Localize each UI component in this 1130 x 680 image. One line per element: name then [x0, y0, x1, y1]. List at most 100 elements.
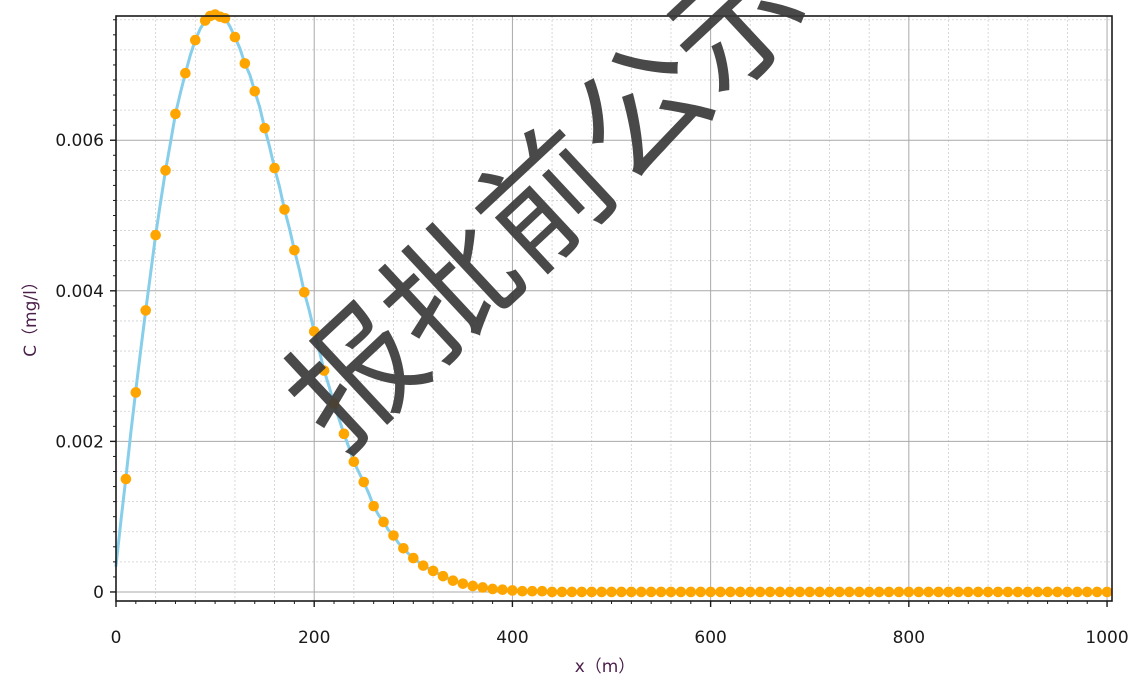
- y-tick-label: 0.004: [55, 282, 104, 302]
- data-point-850: [953, 586, 964, 598]
- data-point-60: [170, 108, 181, 120]
- data-point-210: [318, 365, 330, 376]
- data-point-260: [368, 500, 379, 512]
- x-tick-label: 800: [893, 628, 925, 648]
- data-point-360: [467, 580, 479, 592]
- data-point-310: [417, 560, 429, 571]
- data-point-970: [1072, 586, 1083, 598]
- data-point-870: [972, 586, 984, 598]
- data-point-420: [526, 585, 538, 597]
- data-point-430: [536, 585, 548, 597]
- grid-minor: [116, 16, 1112, 601]
- y-tick-label: 0.006: [55, 131, 104, 151]
- plot-frame: [115, 15, 1113, 602]
- data-point-120: [229, 31, 241, 43]
- data-point-190: [298, 287, 310, 298]
- data-point-740: [844, 586, 855, 598]
- data-point-910: [1012, 586, 1024, 598]
- data-point-20: [130, 387, 142, 398]
- data-point-200: [308, 326, 320, 337]
- data-point-680: [784, 586, 796, 598]
- data-point-230: [338, 428, 350, 440]
- data-point-140: [249, 85, 261, 97]
- data-point-650: [754, 586, 766, 598]
- data-point-820: [923, 586, 934, 598]
- data-point-130: [239, 58, 251, 69]
- data-point-700: [804, 586, 816, 598]
- data-point-500: [606, 586, 617, 598]
- data-point-960: [1062, 586, 1073, 598]
- data-point-770: [873, 586, 885, 598]
- data-point-490: [596, 586, 607, 598]
- data-point-170: [279, 204, 290, 215]
- data-point-280: [388, 530, 399, 541]
- data-point-590: [695, 586, 707, 598]
- data-point-380: [487, 583, 498, 595]
- data-point-110: [219, 12, 231, 24]
- data-point-40: [150, 229, 161, 241]
- data-point-950: [1052, 586, 1063, 598]
- data-point-290: [398, 542, 409, 554]
- data-point-750: [853, 586, 865, 598]
- data-point-220: [328, 398, 340, 410]
- data-point-350: [457, 578, 469, 589]
- data-point-580: [685, 586, 697, 598]
- data-point-920: [1022, 586, 1034, 598]
- data-point-810: [913, 586, 925, 598]
- data-point-480: [586, 586, 598, 598]
- y-tick-label: 0.002: [55, 432, 104, 452]
- data-point-790: [893, 586, 905, 598]
- data-point-10: [120, 473, 132, 485]
- data-point-400: [507, 585, 518, 596]
- data-point-640: [744, 586, 756, 598]
- data-point-440: [546, 586, 558, 598]
- data-point-390: [497, 584, 508, 596]
- data-point-710: [814, 586, 825, 598]
- data-point-730: [834, 586, 845, 598]
- data-point-80: [189, 34, 201, 46]
- data-point-330: [437, 570, 449, 582]
- data-point-800: [903, 586, 915, 598]
- data-point-470: [576, 586, 588, 598]
- data-point-980: [1081, 586, 1093, 598]
- data-point-300: [408, 552, 419, 564]
- data-point-410: [517, 585, 528, 597]
- data-point-660: [764, 586, 776, 598]
- data-point-240: [348, 456, 360, 468]
- axis-ticks: [110, 19, 1108, 607]
- data-point-340: [447, 575, 459, 586]
- x-tick-label: 600: [694, 628, 726, 648]
- data-point-450: [556, 586, 568, 598]
- y-tick-label: 0: [93, 583, 104, 603]
- data-point-70: [180, 67, 191, 79]
- data-point-880: [982, 586, 994, 598]
- data-point-670: [774, 586, 786, 598]
- data-point-540: [645, 586, 657, 598]
- data-point-890: [992, 586, 1004, 598]
- data-point-510: [616, 586, 627, 598]
- data-point-570: [675, 586, 687, 598]
- x-tick-label: 200: [298, 628, 330, 648]
- data-point-530: [635, 586, 647, 598]
- data-point-550: [655, 586, 667, 598]
- series-layer: [114, 9, 1113, 598]
- data-point-840: [943, 586, 954, 598]
- y-axis-title: C（mg/l）: [21, 273, 41, 357]
- data-point-1000: [1101, 586, 1113, 598]
- data-point-940: [1042, 586, 1053, 598]
- data-point-860: [962, 586, 974, 598]
- tick-labels: 0 200 400 600 800 1000 0 0.002 0.004 0.006: [55, 131, 1128, 648]
- data-point-620: [725, 586, 736, 598]
- data-point-990: [1091, 586, 1103, 598]
- data-point-160: [269, 162, 280, 174]
- data-point-560: [665, 586, 677, 598]
- x-axis-title: x（m）: [575, 657, 636, 677]
- data-point-150: [259, 122, 270, 134]
- data-point-520: [626, 586, 637, 598]
- data-point-780: [883, 586, 895, 598]
- data-point-250: [358, 476, 370, 488]
- x-tick-label: 1000: [1085, 628, 1128, 648]
- data-point-610: [715, 586, 726, 598]
